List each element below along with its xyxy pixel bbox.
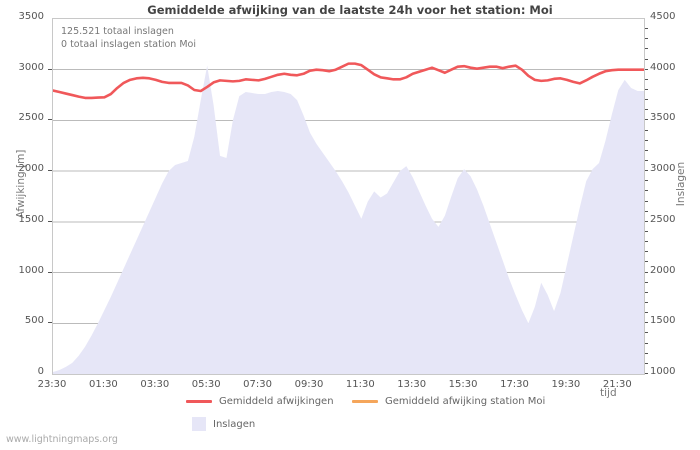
legend-row-1b: Gemiddeld afwijking station Moi <box>352 396 545 408</box>
y-axis-right-minor-tick <box>644 281 648 283</box>
y-axis-right-minor-tick <box>644 58 648 60</box>
y-axis-right-minor-tick <box>644 149 648 151</box>
footer-watermark: www.lightningmaps.org <box>6 434 118 445</box>
legend-label-station-deviation: Gemiddeld afwijking station Moi <box>385 396 546 407</box>
y-axis-right-minor-tick <box>644 190 648 192</box>
y-axis-right-minor-tick <box>644 200 648 202</box>
strikes-area-path <box>53 65 644 374</box>
plot-svg <box>53 62 644 374</box>
y-axis-right-minor-tick <box>644 160 648 161</box>
y-axis-right-minor-tick <box>644 180 648 182</box>
y-axis-left-tick-label: 500 <box>24 315 44 327</box>
y-axis-left-tick <box>48 322 54 324</box>
y-axis-left-tick-label: 1000 <box>18 264 44 276</box>
y-axis-left-tick <box>48 271 54 273</box>
x-axis-tick-label: 09:30 <box>294 379 324 390</box>
y-axis-right-minor-tick <box>644 109 648 111</box>
y-axis-left-tick-label: 2000 <box>18 163 44 175</box>
y-axis-right-tick-label: 4000 <box>650 61 676 73</box>
y-axis-right-minor-tick <box>644 38 648 40</box>
legend-swatch-line <box>186 400 212 403</box>
y-axis-left-tick-label: 2500 <box>18 112 44 124</box>
y-axis-right-minor-tick <box>644 129 648 131</box>
y-axis-left-tick-label: 1500 <box>18 213 44 225</box>
legend-swatch-area <box>192 417 206 431</box>
y-axis-left-tick <box>48 220 54 222</box>
legend-row-2: Inslagen <box>186 417 255 431</box>
x-axis-tick-label: 03:30 <box>140 379 170 390</box>
x-axis-tick-label: 19:30 <box>551 379 581 390</box>
y-axis-right-minor-tick <box>644 241 648 243</box>
y-axis-right-minor-tick <box>644 139 648 141</box>
y-axis-left-tick <box>48 68 54 70</box>
x-axis-tick-label: 15:30 <box>448 379 478 390</box>
y-axis-right-minor-tick <box>644 28 648 30</box>
y-axis-left-tick-label: 3000 <box>18 61 44 73</box>
y-axis-right-tick-label: 3500 <box>650 112 676 124</box>
legend-item-strikes[interactable]: Inslagen <box>186 417 255 431</box>
y-axis-right-minor-tick <box>644 48 648 50</box>
y-axis-right-tick-label: 1000 <box>650 366 676 377</box>
y-axis-left-tick-label: 3500 <box>18 11 44 22</box>
y-axis-right-minor-tick <box>644 251 648 253</box>
y-axis-right-minor-tick <box>644 302 648 303</box>
x-axis-tick-label: 21:30 <box>602 379 632 390</box>
x-axis-tick-label: 17:30 <box>500 379 529 390</box>
deviation-line-path <box>53 62 644 100</box>
y-axis-right-tick-label: 3000 <box>650 163 676 175</box>
y-axis-right-minor-tick <box>644 342 648 344</box>
y-axis-right-minor-tick <box>644 332 648 334</box>
x-axis-tick-label: 13:30 <box>397 379 427 390</box>
legend-item-deviation[interactable]: Gemiddeld afwijkingen <box>186 396 334 408</box>
chart-title: Gemiddelde afwijking van de laatste 24h … <box>147 3 553 17</box>
y-axis-right-minor-tick <box>644 261 648 263</box>
legend-row-1: Gemiddeld afwijkingen <box>186 396 334 408</box>
x-axis-tick-label: 23:30 <box>37 379 67 390</box>
y-axis-left-tick <box>48 170 54 172</box>
y-axis-right-minor-tick <box>644 362 648 364</box>
y-axis-right-tick-label: 2000 <box>650 264 676 276</box>
y-axis-right-tick-label: 1500 <box>650 315 676 327</box>
y-axis-left-tick <box>48 119 54 121</box>
y-axis-right-tick-label: 2500 <box>650 213 676 225</box>
y-axis-left-tick-label: 0 <box>37 366 44 377</box>
y-axis-right-minor-tick <box>644 291 648 293</box>
y-axis-right-minor-tick <box>644 352 648 354</box>
y-axis-right-minor-tick <box>644 78 648 80</box>
x-axis-tick-label: 11:30 <box>345 379 375 390</box>
x-axis-tick-label: 05:30 <box>191 379 221 390</box>
y-axis-right-minor-tick <box>644 210 648 212</box>
x-axis-title: tijd <box>600 387 617 399</box>
y-axis-right-minor-tick <box>644 312 648 314</box>
annotation-station-strikes: 0 totaal inslagen station Moi <box>61 39 196 50</box>
y-axis-right-minor-tick <box>644 89 648 90</box>
annotation-total-strikes: 125.521 totaal inslagen <box>61 26 174 37</box>
legend-swatch-line <box>352 400 378 403</box>
legend-label-strikes: Inslagen <box>213 418 256 430</box>
plot-area: 125.521 totaal inslagen 0 totaal inslage… <box>52 18 645 375</box>
legend-item-station-deviation[interactable]: Gemiddeld afwijking station Moi <box>352 396 545 408</box>
y-axis-right-tick-label: 4500 <box>650 11 676 22</box>
y-axis-right-minor-tick <box>644 99 648 101</box>
x-axis-tick-label: 01:30 <box>88 379 118 390</box>
y-axis-right-minor-tick <box>644 231 648 232</box>
legend-label-deviation: Gemiddeld afwijkingen <box>219 396 334 407</box>
x-axis-tick-label: 07:30 <box>243 379 272 390</box>
